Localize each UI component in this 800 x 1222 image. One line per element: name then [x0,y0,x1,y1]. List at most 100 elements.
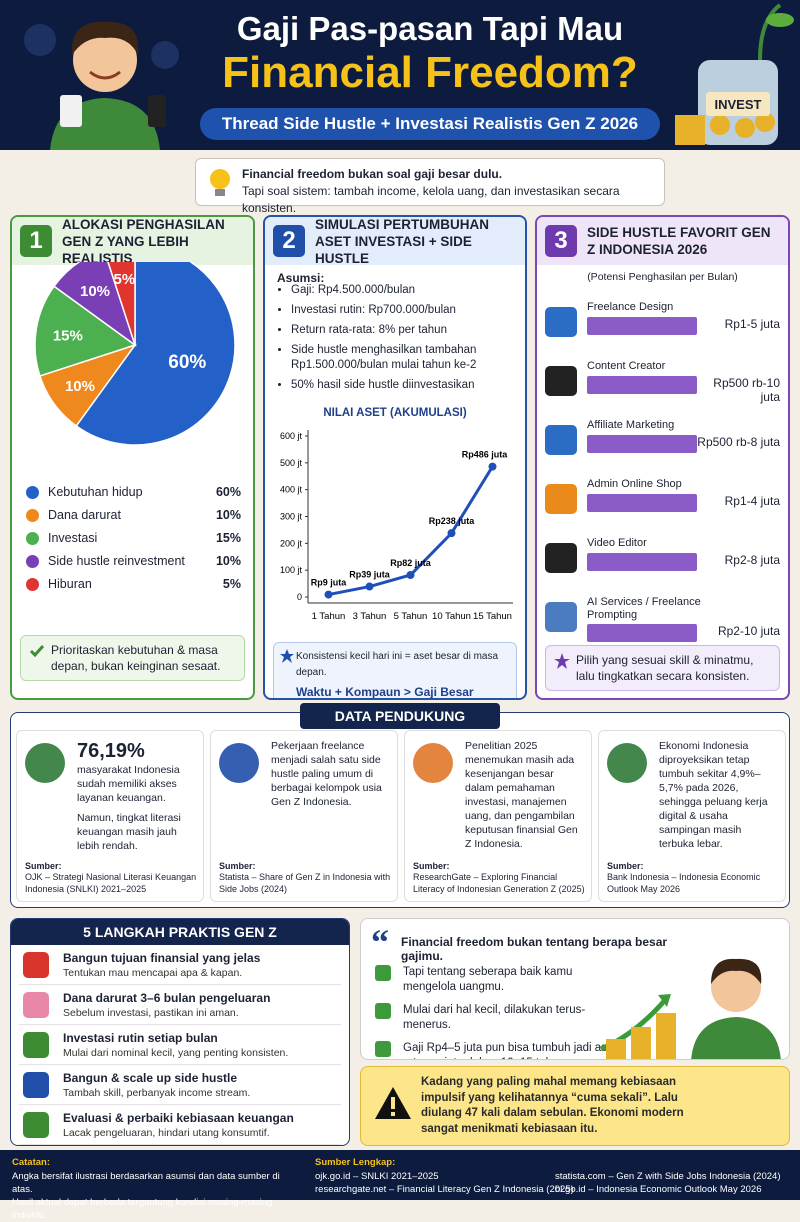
section-header: 1 ALOKASI PENGHASILAN GEN Z YANG LEBIH R… [12,216,253,266]
y-tick-label: 200 jt [280,538,303,548]
legend-swatch [26,509,39,522]
source-label: Sumber: [219,860,256,871]
legend-label: Dana darurat [48,508,121,522]
warning-text: Kadang yang paling mahal memang kebiasaa… [421,1076,684,1135]
data-point [365,582,374,591]
notes: Angka bersifat ilustrasi berdasarkan asu… [12,1170,302,1222]
item-range: Rp500 rb-8 juta [697,435,780,449]
legend: Kebutuhan hidup 60% Dana darurat 10% Investa… [26,485,241,600]
card-icon [25,743,65,783]
card-icon [607,743,647,783]
subtitle: Thread Side Hustle + Investasi Realistis… [200,108,660,140]
note-line: Angka bersifat ilustrasi berdasarkan asu… [12,1171,280,1195]
x-tick-label: 1 Tahun [312,611,346,622]
person-coins-illustration [600,958,781,1059]
side-hustle-item: Content Creator Rp500 rb-10 juta [537,354,788,413]
item-range: Rp1-4 juta [724,494,780,508]
check-box [375,1003,391,1019]
section-number: 2 [273,225,305,257]
y-tick-label: 100 jt [280,565,303,575]
source-text: OJK – Strategi Nasional Literasi Keuanga… [25,872,197,894]
legend-label: Investasi [48,531,98,545]
pie-slice [75,262,236,446]
steps-title: 5 LANGKAH PRAKTIS GEN Z [11,919,349,945]
item-range: Rp1-5 juta [724,317,780,331]
note-text: Prioritaskan kebutuhan & masa depan, buk… [51,643,221,673]
data-point [324,590,333,599]
legend-swatch [26,555,39,568]
quote-mark: “ [371,922,389,962]
side-hustle-item: Admin Online Shop Rp1-4 juta [537,472,788,531]
legend-swatch [26,532,39,545]
slice-label: 10% [80,283,110,300]
intro-box: Financial freedom bukan soal gaji besar … [195,158,665,215]
pie-slice [107,262,136,346]
section-title: SIMULASI PERTUMBUHAN ASET INVESTASI + SI… [315,216,489,266]
legend-value: 60% [215,485,241,499]
side-hustle-item: AI Services / Freelance Prompting Rp2-10 … [537,590,788,649]
section-number: 3 [545,225,577,257]
assumption: Investasi rutin: Rp700.000/bulan [291,303,520,318]
section-side-hustle: 3 SIDE HUSTLE FAVORIT GEN Z INDONESIA 20… [535,215,790,700]
item-bar [587,494,697,512]
point-text: Gaji Rp4–5 juta pun bisa tumbuh jadi ase… [403,1042,617,1059]
legend-entry: Dana darurat 10% [26,508,241,531]
card-stat: 76,19% [77,740,145,762]
legend-value: 15% [215,531,241,545]
line-chart: NILAI ASET (AKUMULASI) 0 100 jt 200 jt 300 j… [280,407,513,622]
legend-entry: Hiburan 5% [26,577,241,600]
jar-illustration: INVEST [675,3,794,145]
assumption: Side hustle menghasilkan tambahan Rp1.50… [291,343,520,373]
data-point [488,462,497,471]
step: Investasi rutin setiap bulan Mulai dari n… [19,1025,341,1065]
step-icon [23,952,49,978]
star-icon [554,653,570,669]
footer: Catatan: Angka bersifat ilustrasi berdas… [0,1150,800,1221]
note-text: Pilih yang sesuai skill & minatmu, lalu … [576,653,754,683]
y-tick-label: 500 jt [280,458,303,468]
step-icon [23,1112,49,1138]
source-line: bi.go.id – Indonesia Economic Outlook Ma… [555,1184,762,1195]
assumption: Gaji: Rp4.500.000/bulan [291,283,520,298]
quote-point: Tapi tentang seberapa baik kamu mengelol… [375,965,625,995]
step-desc: Lacak pengeluaran, hindari utang konsumt… [63,1127,270,1139]
legend-swatch [26,578,39,591]
data-label: Rp82 juta [390,558,432,568]
title-line-2: Financial Freedom? [222,48,638,97]
support-title: DATA PENDUKUNG [300,703,500,729]
source-text: Bank Indonesia – Indonesia Economic Outl… [607,872,761,894]
card-body: Penelitian 2025 menemukan masih ada kese… [465,739,583,851]
item-range: Rp500 rb-10 juta [713,376,780,404]
step: Bangun & scale up side hustle Tambah skil… [19,1065,341,1105]
source-line: researchgate.net – Financial Literacy Ge… [315,1184,574,1195]
item-bar [587,376,697,394]
quote-box: “ Financial freedom bukan tentang berapa… [360,918,790,1060]
x-tick-label: 3 Tahun [353,611,387,622]
card-source: Sumber: Bank Indonesia – Indonesia Econom… [607,861,779,896]
header: Gaji Pas-pasan Tapi Mau Financial Freedo… [0,0,800,150]
step: Dana darurat 3–6 bulan pengeluaran Sebelu… [19,985,341,1025]
warning-box: Kadang yang paling mahal memang kebiasaa… [360,1066,790,1146]
section-note: Konsistensi kecil hari ini = aset besar … [273,642,517,698]
support-card: 76,19% masyarakat Indonesia sudah memilik… [16,730,204,902]
side-hustle-list: Freelance Design Rp1-5 juta Content Creato… [537,295,788,649]
support-card: Pekerjaan freelance menjadi salah satu s… [210,730,398,902]
legend-swatch [26,486,39,499]
pie-chart: 60%10%15%10%5% [34,262,236,446]
section-header: 2 SIMULASI PERTUMBUHAN ASET INVESTASI + … [265,216,525,266]
data-label: Rp39 juta [349,570,391,580]
section-title: ALOKASI PENGHASILAN GEN Z YANG LEBIH REA… [62,216,225,266]
step-title: Bangun tujuan finansial yang jelas [63,951,261,965]
section-note: Pilih yang sesuai skill & minatmu, lalu … [545,645,780,691]
card-text: Penelitian 2025 menemukan masih ada kese… [465,740,578,850]
jar-label: INVEST [715,97,762,112]
section-header: 3 SIDE HUSTLE FAVORIT GEN Z INDONESIA 20… [537,217,788,265]
data-point [406,570,415,579]
item-icon [545,307,577,337]
notes-label: Catatan: [12,1157,51,1168]
legend-value: 10% [215,508,241,522]
star-icon [280,649,294,663]
legend-entry: Investasi 15% [26,531,241,554]
card-text-2: Namun, tingkat literasi keuangan masih j… [77,812,181,852]
